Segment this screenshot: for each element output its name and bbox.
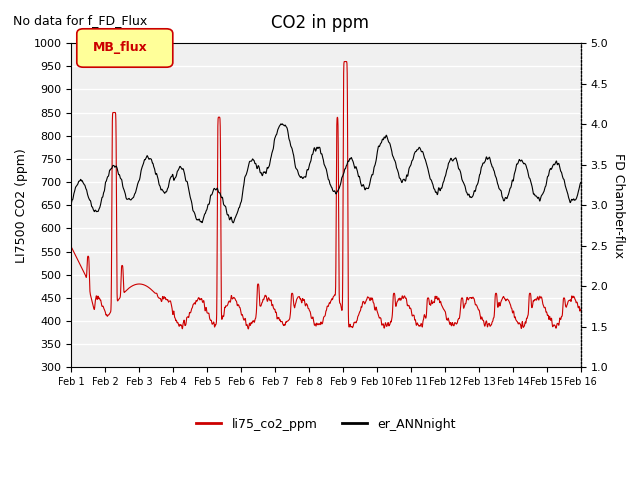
Legend: li75_co2_ppm, er_ANNnight: li75_co2_ppm, er_ANNnight <box>191 413 461 435</box>
Text: No data for f_FD_Flux: No data for f_FD_Flux <box>13 14 147 27</box>
Y-axis label: LI7500 CO2 (ppm): LI7500 CO2 (ppm) <box>15 148 28 263</box>
Y-axis label: FD Chamber-flux: FD Chamber-flux <box>612 153 625 258</box>
Text: MB_flux: MB_flux <box>93 41 148 55</box>
Text: CO2 in ppm: CO2 in ppm <box>271 14 369 33</box>
